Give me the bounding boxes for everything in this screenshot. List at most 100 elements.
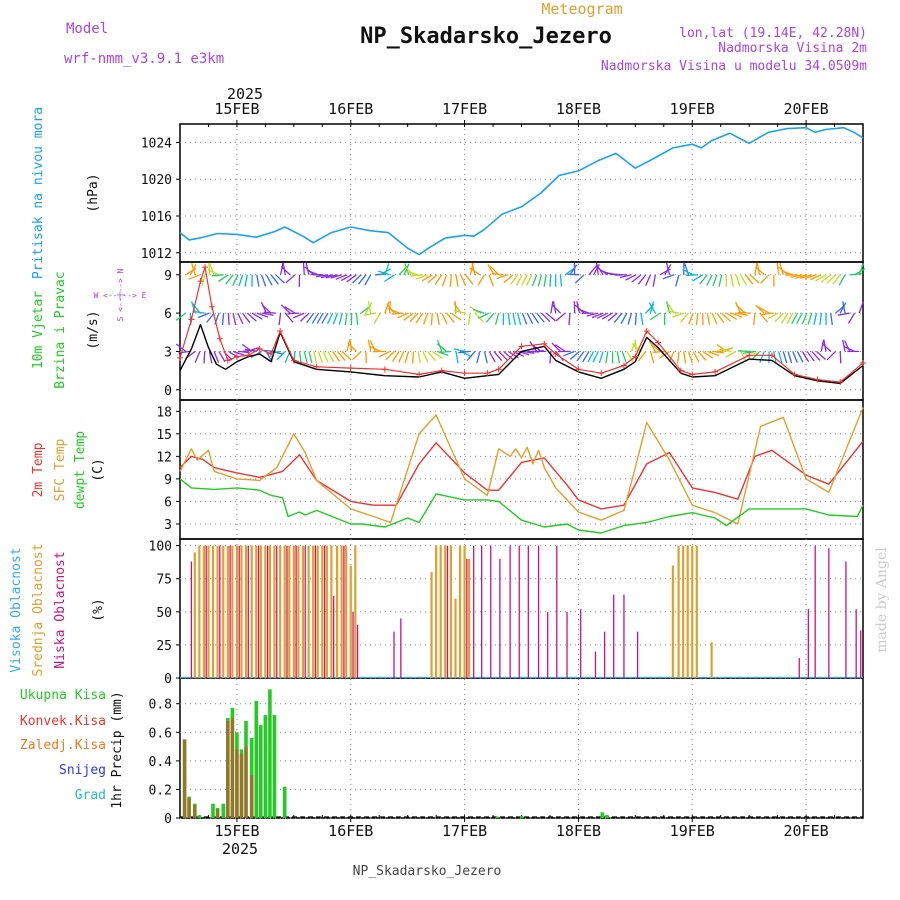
total-rain-bar bbox=[605, 815, 609, 818]
precip-panel-frame bbox=[179, 677, 864, 819]
wind-arrow bbox=[213, 351, 220, 363]
wind-arrow bbox=[605, 351, 609, 364]
wind-arrow bbox=[308, 351, 313, 364]
wind-arrow bbox=[471, 262, 476, 275]
wind-arrow bbox=[344, 313, 348, 326]
y-tick-label: 6 bbox=[164, 307, 172, 322]
wind-arrow bbox=[206, 312, 215, 323]
wind-arrow bbox=[625, 274, 637, 281]
wind-arrow bbox=[754, 266, 765, 276]
wind-arrow bbox=[455, 274, 459, 287]
wind-arrow bbox=[726, 312, 738, 320]
wind-arrow bbox=[721, 347, 734, 353]
sfc-temp-line bbox=[179, 407, 864, 525]
total-rain-bar bbox=[282, 786, 287, 818]
wind-arrow bbox=[758, 306, 770, 314]
wind-compass-ns: S <--|--> N bbox=[116, 268, 125, 321]
wind-arrow bbox=[516, 274, 523, 286]
y-tick-label: 25 bbox=[156, 639, 172, 654]
total-rain-bar bbox=[495, 816, 500, 818]
total-rain-bar bbox=[254, 700, 259, 818]
wind-arrow bbox=[650, 343, 661, 352]
wind-arrow bbox=[637, 351, 647, 362]
wind-arrow bbox=[559, 274, 563, 287]
wind-arrow bbox=[430, 313, 433, 326]
wind-arrow bbox=[320, 274, 333, 279]
bottom-day-label: 16FEB bbox=[328, 822, 373, 840]
wind-arrow bbox=[832, 274, 841, 285]
wind-arrow bbox=[279, 262, 284, 275]
gust-marker bbox=[256, 345, 263, 352]
gust-marker bbox=[495, 366, 502, 373]
wind-arrow bbox=[209, 263, 215, 276]
wind-arrow bbox=[699, 274, 708, 285]
wind-arrow bbox=[577, 308, 590, 314]
top-year-label: 2025 bbox=[227, 85, 263, 103]
wind-arrow bbox=[422, 312, 429, 325]
wind-arrow bbox=[322, 351, 329, 363]
wind-arrow bbox=[776, 262, 780, 275]
wind-arrow bbox=[207, 269, 220, 276]
wind-arrow bbox=[507, 313, 511, 326]
wind-arrow bbox=[203, 351, 206, 364]
wind-arrow bbox=[306, 312, 315, 324]
wind-arrow bbox=[313, 351, 318, 364]
wind-arrow bbox=[453, 348, 466, 353]
wind-arrow bbox=[391, 312, 404, 315]
gust-marker bbox=[643, 328, 650, 334]
wind-arrow bbox=[607, 312, 618, 322]
y-tick-label: 0.2 bbox=[149, 783, 172, 798]
wind-arrow bbox=[754, 304, 765, 314]
y-tick-label: 12 bbox=[156, 450, 172, 465]
top-day-label: 20FEB bbox=[784, 100, 829, 118]
wind-arrow bbox=[293, 312, 305, 319]
wind-arrow bbox=[455, 351, 459, 364]
wind-arrow bbox=[707, 350, 719, 357]
wind-arrow bbox=[780, 312, 789, 324]
wind-arrow bbox=[740, 274, 748, 286]
wind-arrow bbox=[753, 313, 756, 326]
wind-arrow bbox=[191, 263, 196, 275]
total-rain-bar bbox=[197, 815, 202, 818]
wind-arrow bbox=[662, 274, 675, 280]
wind-arrow bbox=[403, 312, 414, 321]
wind-arrow bbox=[488, 274, 494, 287]
wind-arrow bbox=[412, 351, 415, 364]
wind-arrow bbox=[378, 350, 390, 358]
wind-arrow bbox=[706, 274, 713, 286]
sfc-ylabel: SFC Temp bbox=[53, 439, 68, 502]
wind-arrow bbox=[326, 312, 334, 325]
wind-arrow bbox=[280, 266, 291, 276]
wind-arrow bbox=[416, 274, 428, 280]
wind-arrow bbox=[749, 274, 760, 284]
wind-arrow bbox=[735, 304, 746, 314]
wind-arrow bbox=[338, 312, 343, 325]
total-rain-bar bbox=[519, 815, 524, 818]
wind-arrow bbox=[839, 351, 842, 364]
legend-conv-rain: Konvek.Kisa bbox=[20, 714, 106, 729]
wind-arrow bbox=[796, 312, 803, 325]
conv-rain-bar bbox=[249, 775, 254, 818]
wind-arrow bbox=[232, 274, 239, 286]
wind-arrow bbox=[672, 312, 684, 318]
y-tick-label: 1024 bbox=[141, 136, 172, 151]
wind-arrow bbox=[340, 274, 353, 282]
wind-arrow bbox=[522, 350, 535, 354]
wind-arrow bbox=[422, 351, 429, 363]
wind-arrow bbox=[404, 351, 410, 364]
dewpt-ylabel: dewpt Temp bbox=[73, 431, 88, 509]
wind-arrow bbox=[688, 312, 694, 325]
gust-marker bbox=[224, 357, 231, 364]
wind-arrow bbox=[377, 270, 390, 276]
bottom-year-label: 2025 bbox=[222, 840, 258, 858]
top-day-label: 17FEB bbox=[442, 100, 487, 118]
conv-rain-bar bbox=[182, 739, 187, 818]
wind-arrow bbox=[512, 312, 516, 326]
precip-bars bbox=[180, 689, 863, 818]
wind-arrow bbox=[244, 274, 249, 287]
conv-rain-bar bbox=[230, 718, 235, 818]
product-title: Meteogram bbox=[541, 0, 622, 18]
wind-arrow bbox=[621, 351, 627, 363]
wind-arrow bbox=[384, 301, 390, 314]
wind-arrow bbox=[265, 274, 273, 286]
